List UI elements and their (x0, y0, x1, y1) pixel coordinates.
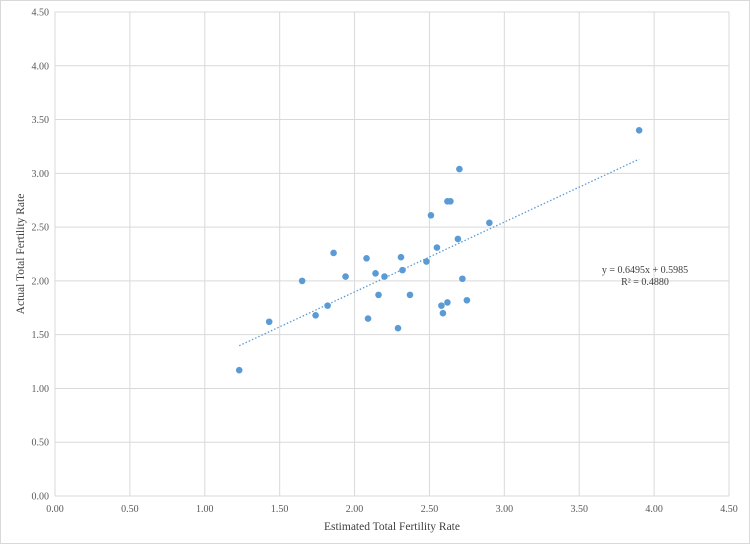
y-axis-title: Actual Total Fertility Rate (15, 194, 27, 315)
data-points (235, 127, 643, 374)
data-point (399, 266, 406, 274)
data-point (447, 197, 454, 205)
x-tick-label: 0.00 (46, 504, 64, 515)
x-tick-label: 4.50 (720, 504, 738, 515)
x-tick-label: 2.50 (421, 504, 439, 515)
data-point (463, 296, 471, 304)
y-tick-label: 3.00 (32, 169, 50, 180)
data-point (265, 318, 273, 326)
data-point (486, 219, 493, 227)
data-point (394, 324, 402, 332)
data-point (444, 299, 451, 306)
data-point (427, 211, 435, 219)
data-point (372, 270, 379, 277)
data-point (235, 366, 243, 374)
x-tick-label: 4.00 (645, 504, 663, 515)
data-point (312, 312, 319, 319)
data-point (364, 315, 372, 322)
data-point (298, 277, 306, 285)
data-point (330, 249, 337, 257)
data-point (459, 275, 466, 283)
y-tick-label: 1.00 (32, 384, 50, 395)
x-tick-label: 1.00 (196, 504, 214, 515)
data-point (342, 273, 349, 280)
y-tick-label: 3.50 (32, 115, 50, 126)
x-tick-label: 1.50 (271, 504, 289, 515)
data-point (456, 165, 463, 173)
gridlines (54, 11, 730, 497)
y-tick-label: 0.00 (32, 492, 50, 503)
y-tick-label: 0.50 (32, 438, 50, 449)
data-point (397, 253, 405, 261)
data-point (324, 302, 331, 309)
trendline-equation: y = 0.6495x + 0.5985 (602, 265, 688, 276)
data-point (438, 302, 445, 309)
y-tick-label: 4.00 (32, 61, 50, 72)
x-tick-label: 2.00 (346, 504, 364, 515)
data-point (375, 291, 382, 299)
x-tick-label: 3.50 (570, 504, 588, 515)
x-tick-label: 0.50 (121, 504, 139, 515)
data-point (433, 244, 441, 251)
trendline-r-squared: R² = 0.4880 (621, 277, 669, 288)
data-point (363, 255, 370, 262)
y-tick-label: 1.50 (32, 330, 50, 341)
y-tick-label: 4.50 (32, 8, 50, 19)
x-tick-label: 3.00 (496, 504, 514, 515)
data-point (439, 309, 447, 317)
y-tick-label: 2.50 (32, 223, 50, 234)
x-axis-title: Estimated Total Fertility Rate (324, 521, 460, 533)
x-axis-ticks: 0.00 0.50 1.00 1.50 2.00 2.50 3.00 3.50 4.00 4.50 (46, 504, 738, 515)
data-point (635, 127, 643, 134)
data-point (406, 291, 414, 299)
data-point (423, 258, 430, 265)
trendline (238, 158, 640, 347)
y-tick-label: 2.00 (32, 276, 50, 287)
data-point (454, 235, 462, 243)
y-axis-ticks: 0.00 0.50 1.00 1.50 2.00 2.50 3.00 3.50 4.00 4.50 (32, 8, 50, 503)
data-point (381, 273, 388, 280)
